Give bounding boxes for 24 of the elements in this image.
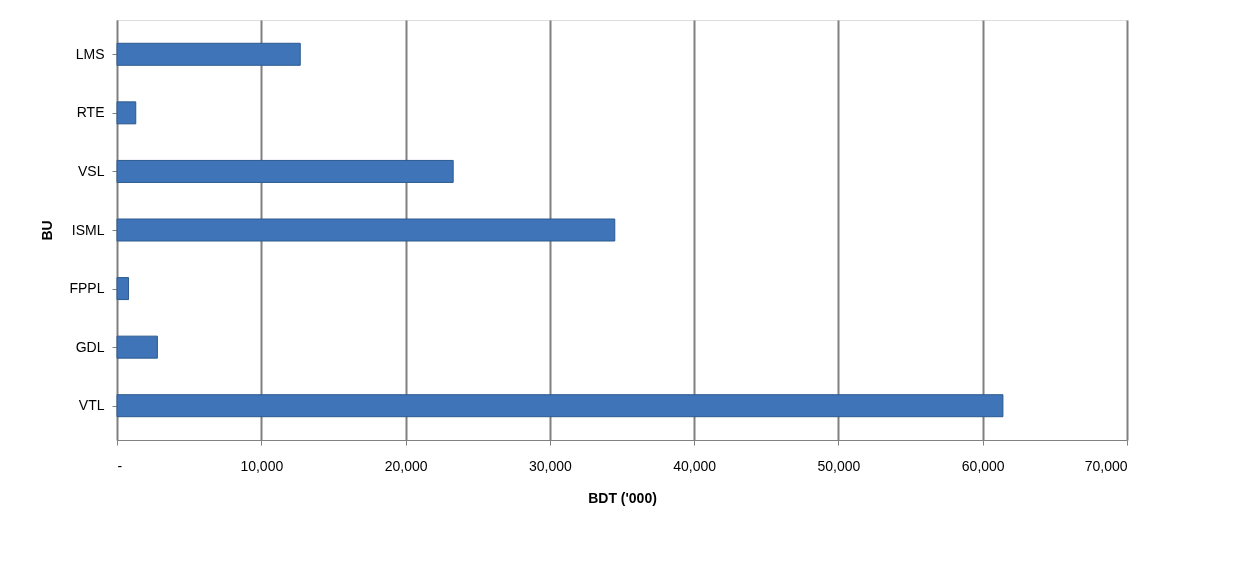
x-tick-label: 60,000 xyxy=(961,457,1005,474)
x-tick-label: 20,000 xyxy=(384,457,428,474)
bar xyxy=(116,218,616,242)
x-tick-label: 50,000 xyxy=(817,457,861,474)
bar xyxy=(116,42,301,66)
x-tick-label: 40,000 xyxy=(673,457,717,474)
x-tick-label: 70,000 xyxy=(1084,457,1128,474)
bar xyxy=(116,101,137,125)
bar xyxy=(116,159,454,183)
x-axis-title: BDT ('000) xyxy=(588,489,657,506)
x-tick-label: 10,000 xyxy=(240,457,284,474)
y-tick-label: GDL xyxy=(75,338,105,355)
y-tick-label: FPPL xyxy=(69,280,105,297)
bar xyxy=(116,335,158,359)
y-tick-label: VTL xyxy=(78,397,105,414)
y-tick-label: ISML xyxy=(71,221,105,238)
x-tick-label: 30,000 xyxy=(528,457,572,474)
bar xyxy=(116,394,1004,418)
y-tick-label: VSL xyxy=(78,162,105,179)
y-axis-title: BU xyxy=(39,220,56,241)
y-tick-label: RTE xyxy=(76,104,105,121)
bar xyxy=(116,277,130,301)
x-tick-label: - xyxy=(117,457,123,474)
y-tick-label: LMS xyxy=(75,45,105,62)
